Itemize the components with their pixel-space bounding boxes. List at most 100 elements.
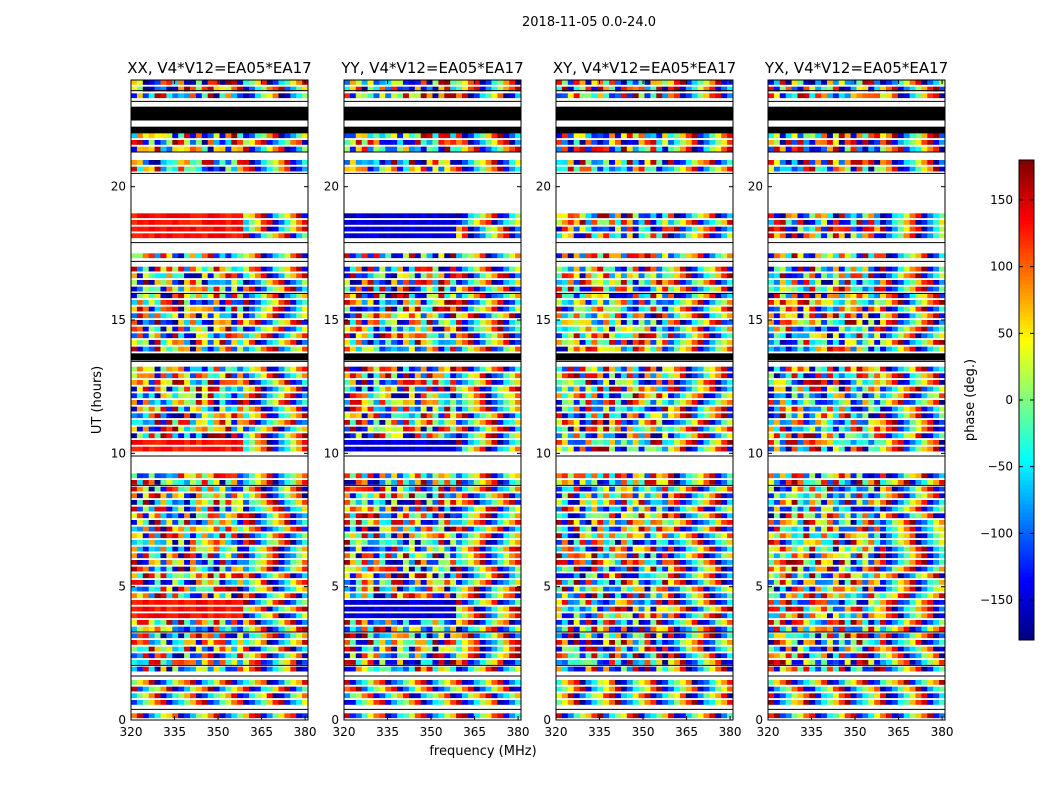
colorbar-segment [1019,180,1034,185]
colorbar-segment [1019,548,1034,553]
colorbar-segment [1019,168,1034,173]
colorbar-segment [1019,296,1034,301]
panel-title: XX, V4*V12=EA05*EA17 [127,59,311,77]
colorbar-segment [1019,204,1034,209]
colorbar-segment [1019,456,1034,461]
colorbar-segment [1019,596,1034,601]
colorbar-segment [1019,576,1034,581]
colorbar-segment [1019,496,1034,501]
y-tick-label: 20 [324,180,339,194]
colorbar-tick-label: −50 [988,460,1013,474]
colorbar-segment [1019,284,1034,289]
colorbar-segment [1019,624,1034,629]
colorbar-segment [1019,552,1034,557]
colorbar-segment [1019,260,1034,265]
colorbar-segment [1019,404,1034,409]
colorbar-segment [1019,416,1034,421]
colorbar-segment [1019,240,1034,245]
y-tick-label: 0 [118,713,126,727]
panel-frame [343,79,522,721]
colorbar-segment [1019,188,1034,193]
x-tick-label: 365 [675,725,698,739]
colorbar-segment [1019,316,1034,321]
colorbar-segment [1019,584,1034,589]
colorbar-segment [1019,312,1034,317]
colorbar-segment [1019,448,1034,453]
colorbar-segment [1019,520,1034,525]
x-tick-label: 320 [757,725,780,739]
x-tick-label: 365 [250,725,273,739]
heatmap-cells [344,80,522,719]
colorbar-segment [1019,276,1034,281]
colorbar-segment [1019,252,1034,257]
colorbar-segment [1019,440,1034,445]
colorbar-segment [1019,412,1034,417]
colorbar-segment [1019,436,1034,441]
y-tick-label: 5 [331,580,339,594]
y-tick-label: 0 [755,713,763,727]
x-tick-label: 350 [632,725,655,739]
colorbar-segment [1019,300,1034,305]
colorbar-segment [1019,348,1034,353]
colorbar-segment [1019,372,1034,377]
colorbar-segment [1019,620,1034,625]
colorbar-segment [1019,292,1034,297]
panel-yy: YY, V4*V12=EA05*EA17 320 335 350 365 380 0 5 10 1… [324,59,530,739]
colorbar-tick-label: 100 [990,260,1013,274]
colorbar-segment [1019,340,1034,345]
colorbar-segment [1019,268,1034,273]
y-tick-label: 0 [331,713,339,727]
colorbar-segment [1019,336,1034,341]
colorbar-tick-label: 150 [990,193,1013,207]
colorbar-tick-label: −150 [980,593,1013,607]
panel-title: YY, V4*V12=EA05*EA17 [340,59,523,77]
y-tick-label: 15 [324,313,339,327]
colorbar-segment [1019,224,1034,229]
x-tick-label: 380 [931,725,954,739]
colorbar-segment [1019,388,1034,393]
colorbar-segment [1019,192,1034,197]
colorbar-segment [1019,324,1034,329]
colorbar-segment [1019,476,1034,481]
colorbar-segment [1019,444,1034,449]
colorbar-segment [1019,176,1034,181]
colorbar-segment [1019,332,1034,337]
colorbar-segment [1019,196,1034,201]
colorbar-segment [1019,532,1034,537]
colorbar-segment [1019,628,1034,633]
y-tick-label: 15 [748,313,763,327]
colorbar-segment [1019,592,1034,597]
colorbar-segment [1019,580,1034,585]
colorbar-segment [1019,608,1034,613]
colorbar-segment [1019,564,1034,569]
x-tick-label: 335 [800,725,823,739]
colorbar-segment [1019,280,1034,285]
panel-title: XY, V4*V12=EA05*EA17 [553,59,736,77]
colorbar-segment [1019,600,1034,605]
panel-frame [555,79,734,721]
colorbar-segment [1019,320,1034,325]
colorbar-segment [1019,428,1034,433]
heatmap-cells [556,80,734,719]
colorbar-segment [1019,344,1034,349]
colorbar-segment [1019,400,1034,405]
heatmap-panels: XX, V4*V12=EA05*EA17 320 335 350 365 380 0 5 10 1… [111,59,954,739]
colorbar-tick-label: −100 [980,526,1013,540]
colorbar-segment [1019,304,1034,309]
y-tick-label: 10 [536,446,551,460]
colorbar-segment [1019,540,1034,545]
colorbar-segment [1019,380,1034,385]
colorbar-segment [1019,488,1034,493]
figure-suptitle: 2018-11-05 0.0-24.0 [522,15,656,30]
colorbar-segment [1019,452,1034,457]
x-tick-label: 380 [719,725,742,739]
colorbar-segment [1019,364,1034,369]
colorbar-label: phase (deg.) [963,359,978,441]
colorbar-segment [1019,536,1034,541]
y-axis-label: UT (hours) [90,366,105,434]
colorbar-tick-label: 0 [1005,393,1013,407]
x-tick-label: 365 [887,725,910,739]
colorbar-segment [1019,408,1034,413]
heatmap-cells [131,80,309,719]
